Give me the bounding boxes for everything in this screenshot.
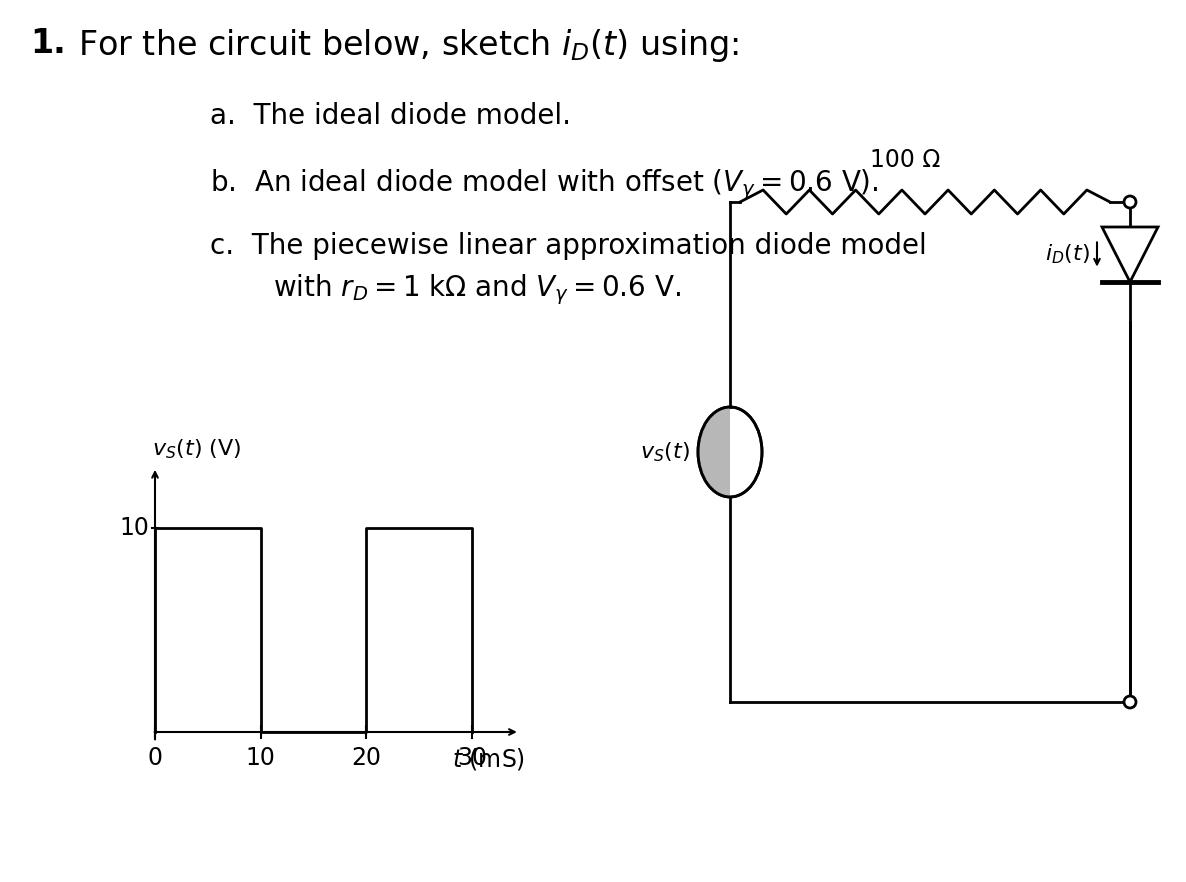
Text: For the circuit below, sketch $i_D(t)$ using:: For the circuit below, sketch $i_D(t)$ u… xyxy=(78,27,739,64)
Text: $v_S(t)$ (V): $v_S(t)$ (V) xyxy=(152,437,241,461)
Text: c.  The piecewise linear approximation diode model: c. The piecewise linear approximation di… xyxy=(210,232,926,260)
Text: b.  An ideal diode model with offset ($V_\gamma = 0.6$ V).: b. An ideal diode model with offset ($V_… xyxy=(210,167,879,202)
Text: 20: 20 xyxy=(351,746,382,770)
Text: a.  The ideal diode model.: a. The ideal diode model. xyxy=(210,102,570,130)
Circle shape xyxy=(1124,696,1136,708)
Text: 100 Ω: 100 Ω xyxy=(869,148,940,172)
Polygon shape xyxy=(699,407,731,497)
Text: 0: 0 xyxy=(147,746,162,770)
Text: 10: 10 xyxy=(246,746,275,770)
Ellipse shape xyxy=(699,407,761,497)
Text: with $r_D = 1$ k$\Omega$ and $V_\gamma = 0.6$ V.: with $r_D = 1$ k$\Omega$ and $V_\gamma =… xyxy=(238,272,681,307)
Text: $i_D(t)$: $i_D(t)$ xyxy=(1045,243,1090,266)
Text: 10: 10 xyxy=(120,516,149,540)
Circle shape xyxy=(1124,196,1136,208)
Text: 1.: 1. xyxy=(30,27,65,60)
Text: $t$ (mS): $t$ (mS) xyxy=(452,746,525,773)
Text: 30: 30 xyxy=(457,746,487,770)
Polygon shape xyxy=(1102,227,1158,282)
Text: $v_S(t)$: $v_S(t)$ xyxy=(640,440,690,464)
